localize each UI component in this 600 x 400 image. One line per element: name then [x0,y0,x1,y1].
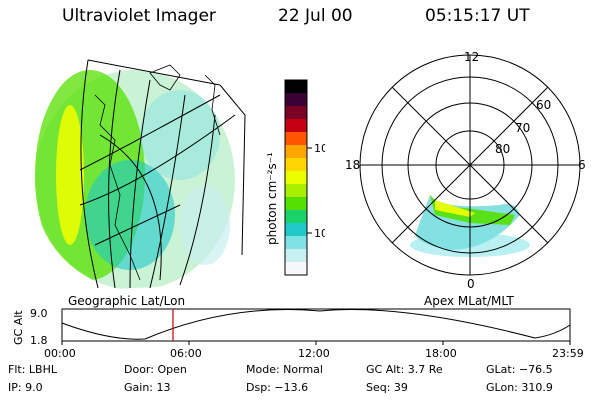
info-flt: Flt: LBHL [8,363,57,376]
right-panel-caption: Apex MLat/MLT [424,294,514,308]
colorbar-cell [285,145,307,159]
colorbar-cell [285,132,307,146]
colorbar-unit-label: photon cm⁻²s⁻¹ [265,152,279,245]
geographic-image-panel [32,57,246,289]
colorbar-cell [285,80,307,94]
left-panel-caption: Geographic Lat/Lon [68,294,186,308]
alt-plot-frame [61,308,571,342]
info-seq: Seq: 39 [366,381,408,394]
polar-plot: 12 18 6 0 60 70 80 [345,50,586,291]
colorbar-tick-100: 100 [314,142,325,155]
colorbar-cell [285,197,307,211]
colorbar: 100 10 photon cm⁻²s⁻¹ [265,79,325,276]
mlt-label-12: 12 [464,50,479,64]
mlt-label-0: 0 [467,277,475,291]
info-door: Door: Open [124,363,187,376]
mlt-label-18: 18 [345,158,360,172]
colorbar-cell [285,249,307,263]
alt-plot-ylabel: GC Alt [12,310,25,345]
alt-xtick-1200: 12:00 [298,347,330,360]
colorbar-cell [285,119,307,133]
altitude-plot: GC Alt 9.0 1.8 00:00 06:00 12:00 18:00 2… [12,307,584,360]
colorbar-cell [285,236,307,250]
alt-curve [61,309,571,340]
colorbar-cell [285,184,307,198]
info-mode: Mode: Normal [246,363,323,376]
date-label: 22 Jul 00 [278,6,353,26]
mlat-label-60: 60 [536,98,551,112]
polar-aurora-oval [410,195,530,257]
alt-ytick-1-8: 1.8 [30,334,48,347]
alt-xtick-0600: 06:00 [170,347,202,360]
info-gcalt: GC Alt: 3.7 Re [366,363,443,376]
mlt-label-6: 6 [578,158,586,172]
lat-lon-grid [79,59,246,289]
info-dsp: Dsp: −13.6 [246,381,309,394]
colorbar-cell [285,223,307,237]
geographic-aurora-image [32,57,240,289]
colorbar-cell [285,158,307,172]
colorbar-cells [285,80,307,276]
app-title: Ultraviolet Imager [62,6,216,26]
polar-grid [359,54,581,276]
alt-xtick-1800: 18:00 [425,347,457,360]
colorbar-cell [285,106,307,120]
alt-ytick-9: 9.0 [30,307,48,320]
mlat-label-70: 70 [515,121,530,135]
colorbar-cell [285,210,307,224]
coastline-outline [94,64,221,281]
info-ip: IP: 9.0 [8,381,43,394]
info-glon: GLon: 310.9 [486,381,553,394]
colorbar-cell [285,171,307,185]
colorbar-tick-10: 10 [314,227,325,240]
info-gain: Gain: 13 [124,381,171,394]
colorbar-cell [285,93,307,107]
time-label: 05:15:17 UT [425,6,530,26]
alt-xtick-2359: 23:59 [552,347,584,360]
alt-xtick-0000: 00:00 [44,347,76,360]
colorbar-cell [285,262,307,276]
info-glat: GLat: −76.5 [486,363,553,376]
mlat-label-80: 80 [495,142,510,156]
